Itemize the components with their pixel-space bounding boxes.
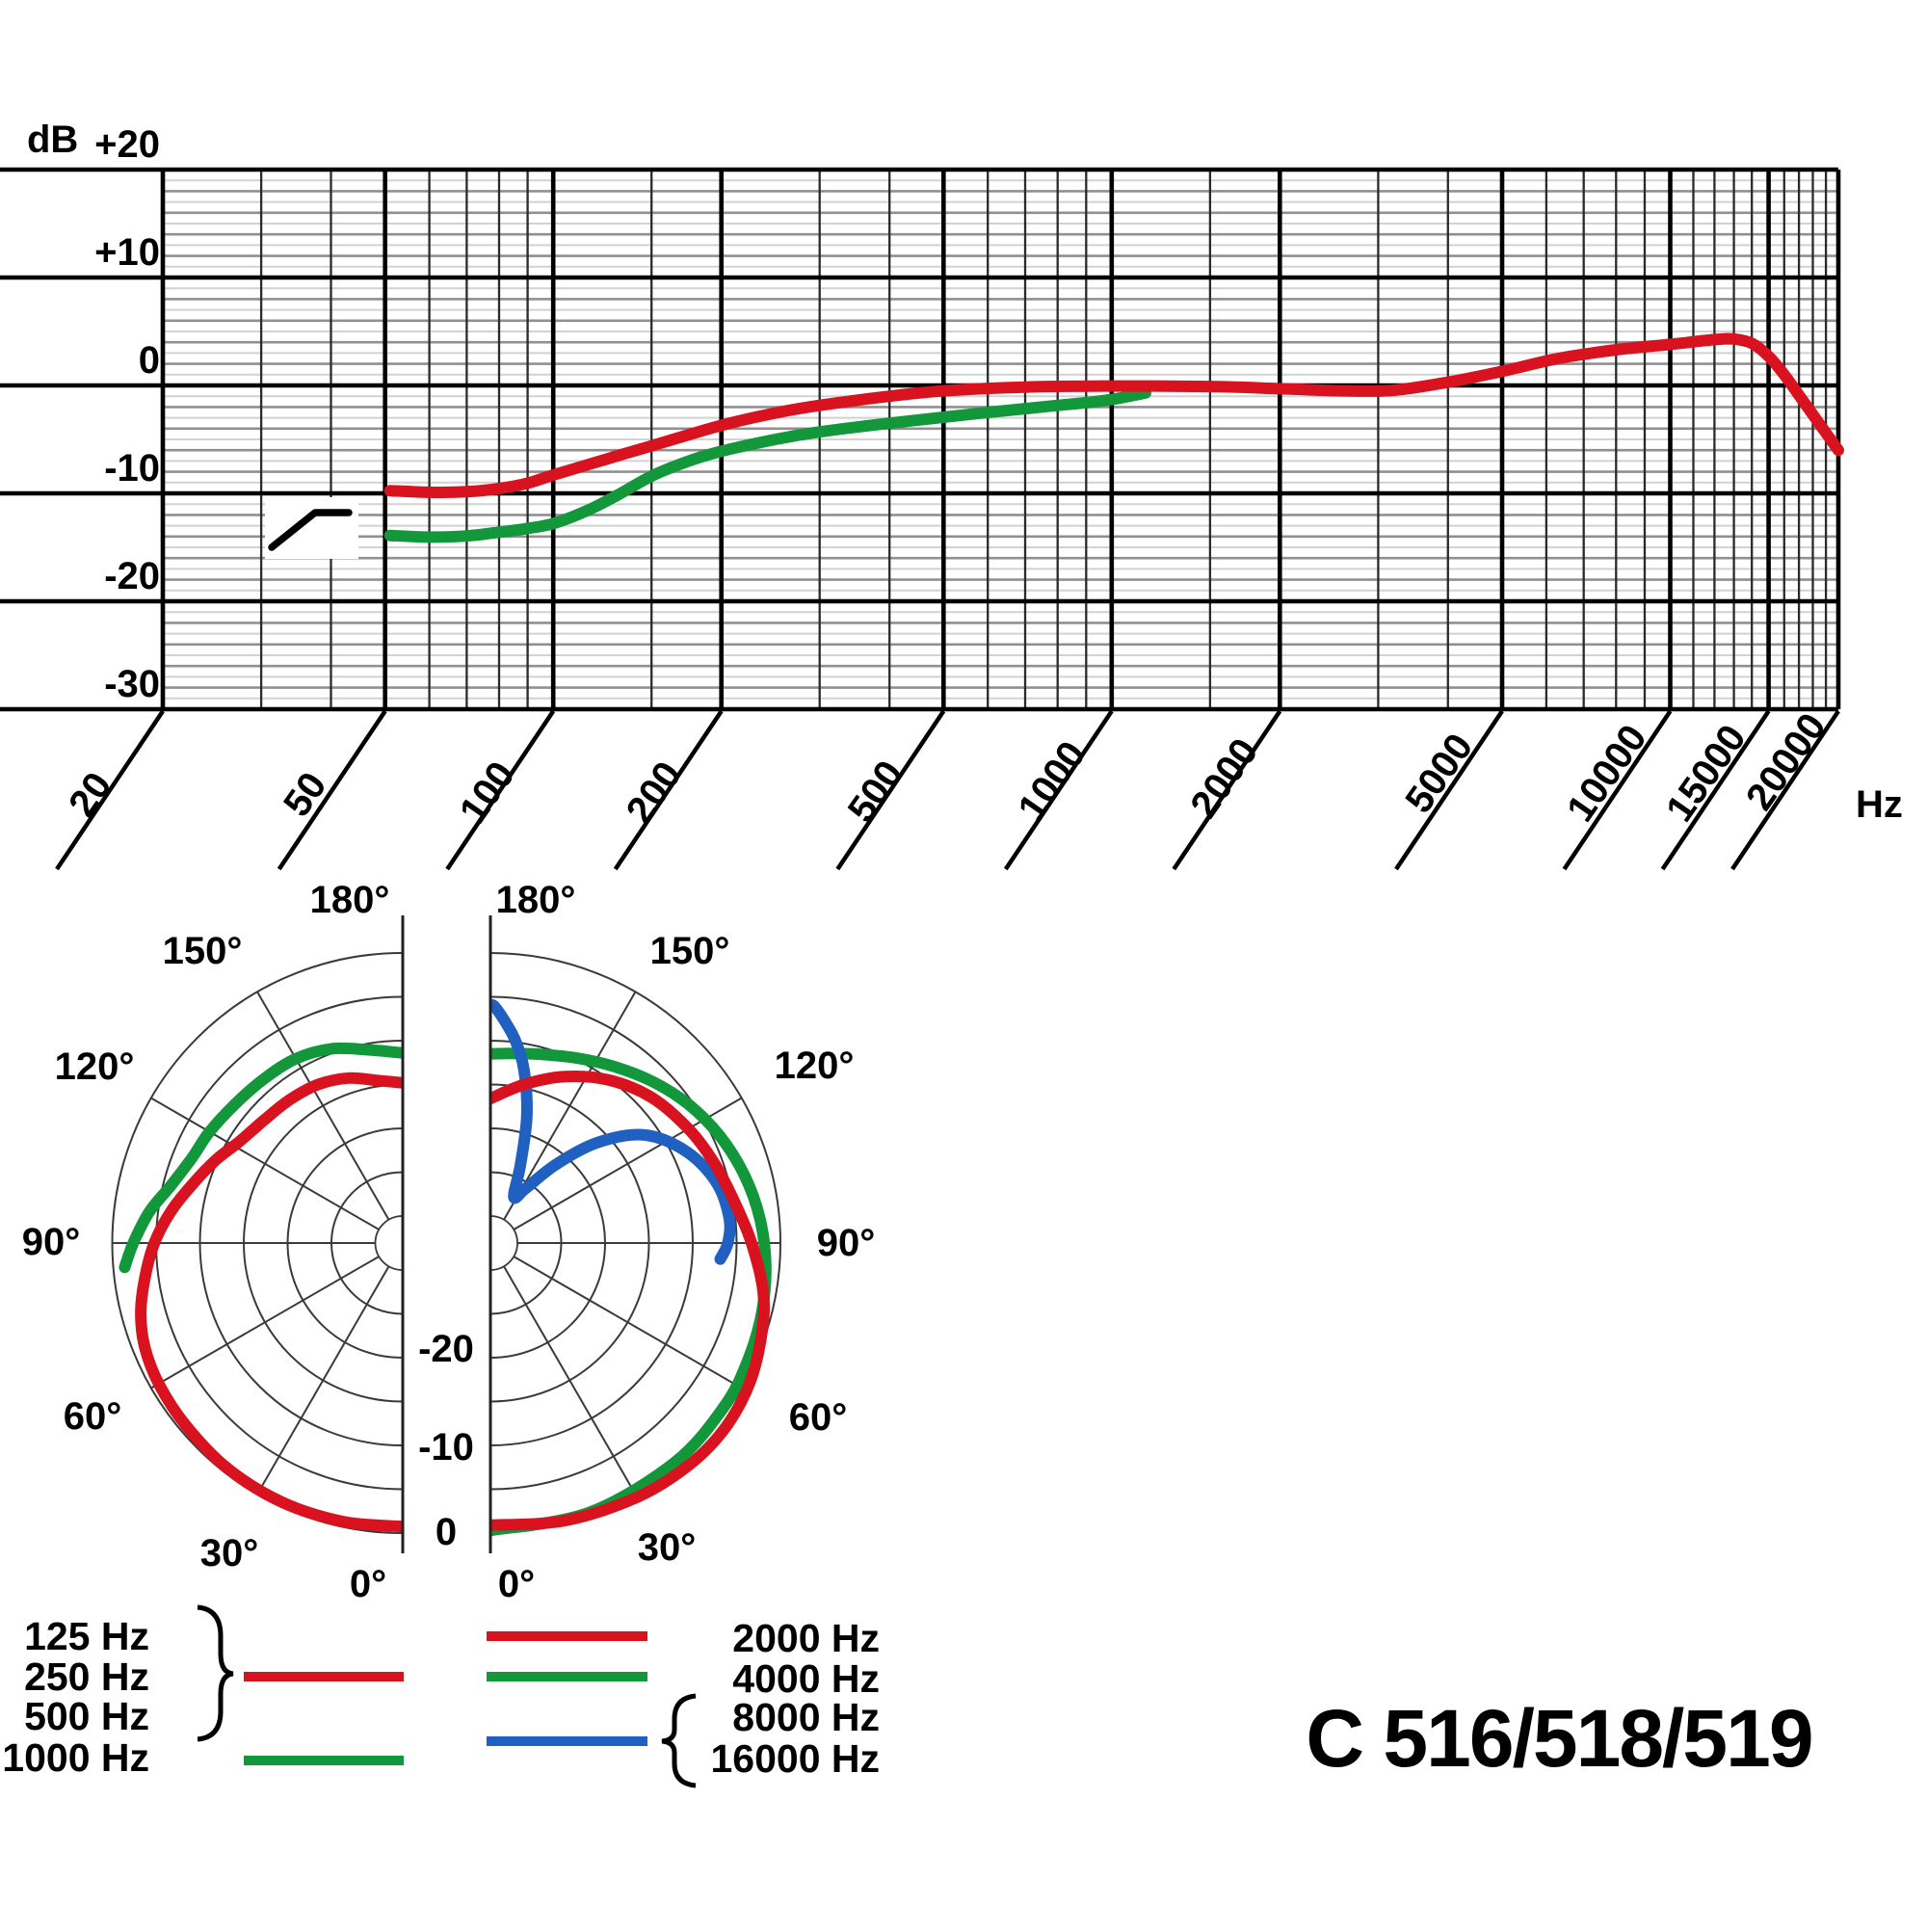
svg-text:150°: 150° [650, 930, 730, 972]
svg-text:120°: 120° [775, 1045, 855, 1087]
svg-text:+10: +10 [94, 231, 160, 274]
svg-text:120°: 120° [55, 1045, 135, 1088]
svg-text:60°: 60° [64, 1395, 122, 1438]
svg-text:180°: 180° [496, 879, 576, 921]
svg-text:-10: -10 [104, 447, 160, 490]
svg-text:-10: -10 [418, 1426, 474, 1469]
svg-text:180°: 180° [310, 879, 390, 921]
svg-text:250 Hz: 250 Hz [24, 1654, 149, 1699]
svg-text:8000 Hz: 8000 Hz [732, 1695, 880, 1739]
svg-text:150°: 150° [163, 930, 243, 972]
svg-text:30°: 30° [638, 1526, 697, 1569]
svg-text:-20: -20 [104, 555, 160, 597]
svg-text:90°: 90° [22, 1221, 81, 1263]
svg-text:+20: +20 [94, 123, 160, 166]
svg-text:-20: -20 [418, 1328, 474, 1370]
svg-text:0: 0 [436, 1511, 457, 1553]
svg-text:60°: 60° [789, 1396, 848, 1439]
svg-text:Hz: Hz [1856, 783, 1903, 826]
svg-text:500 Hz: 500 Hz [24, 1694, 149, 1738]
svg-text:125 Hz: 125 Hz [24, 1614, 149, 1658]
svg-text:0: 0 [139, 339, 160, 382]
svg-text:90°: 90° [817, 1222, 876, 1264]
svg-text:0°: 0° [350, 1563, 386, 1605]
svg-text:4000 Hz: 4000 Hz [732, 1656, 880, 1701]
svg-text:0°: 0° [498, 1563, 535, 1605]
svg-text:-30: -30 [104, 663, 160, 705]
svg-text:1000 Hz: 1000 Hz [2, 1735, 149, 1780]
svg-text:dB: dB [27, 119, 78, 161]
svg-text:30°: 30° [200, 1532, 259, 1575]
svg-text:2000 Hz: 2000 Hz [732, 1616, 880, 1660]
svg-text:16000 Hz: 16000 Hz [710, 1736, 880, 1781]
svg-text:C 516/518/519: C 516/518/519 [1306, 1693, 1811, 1784]
